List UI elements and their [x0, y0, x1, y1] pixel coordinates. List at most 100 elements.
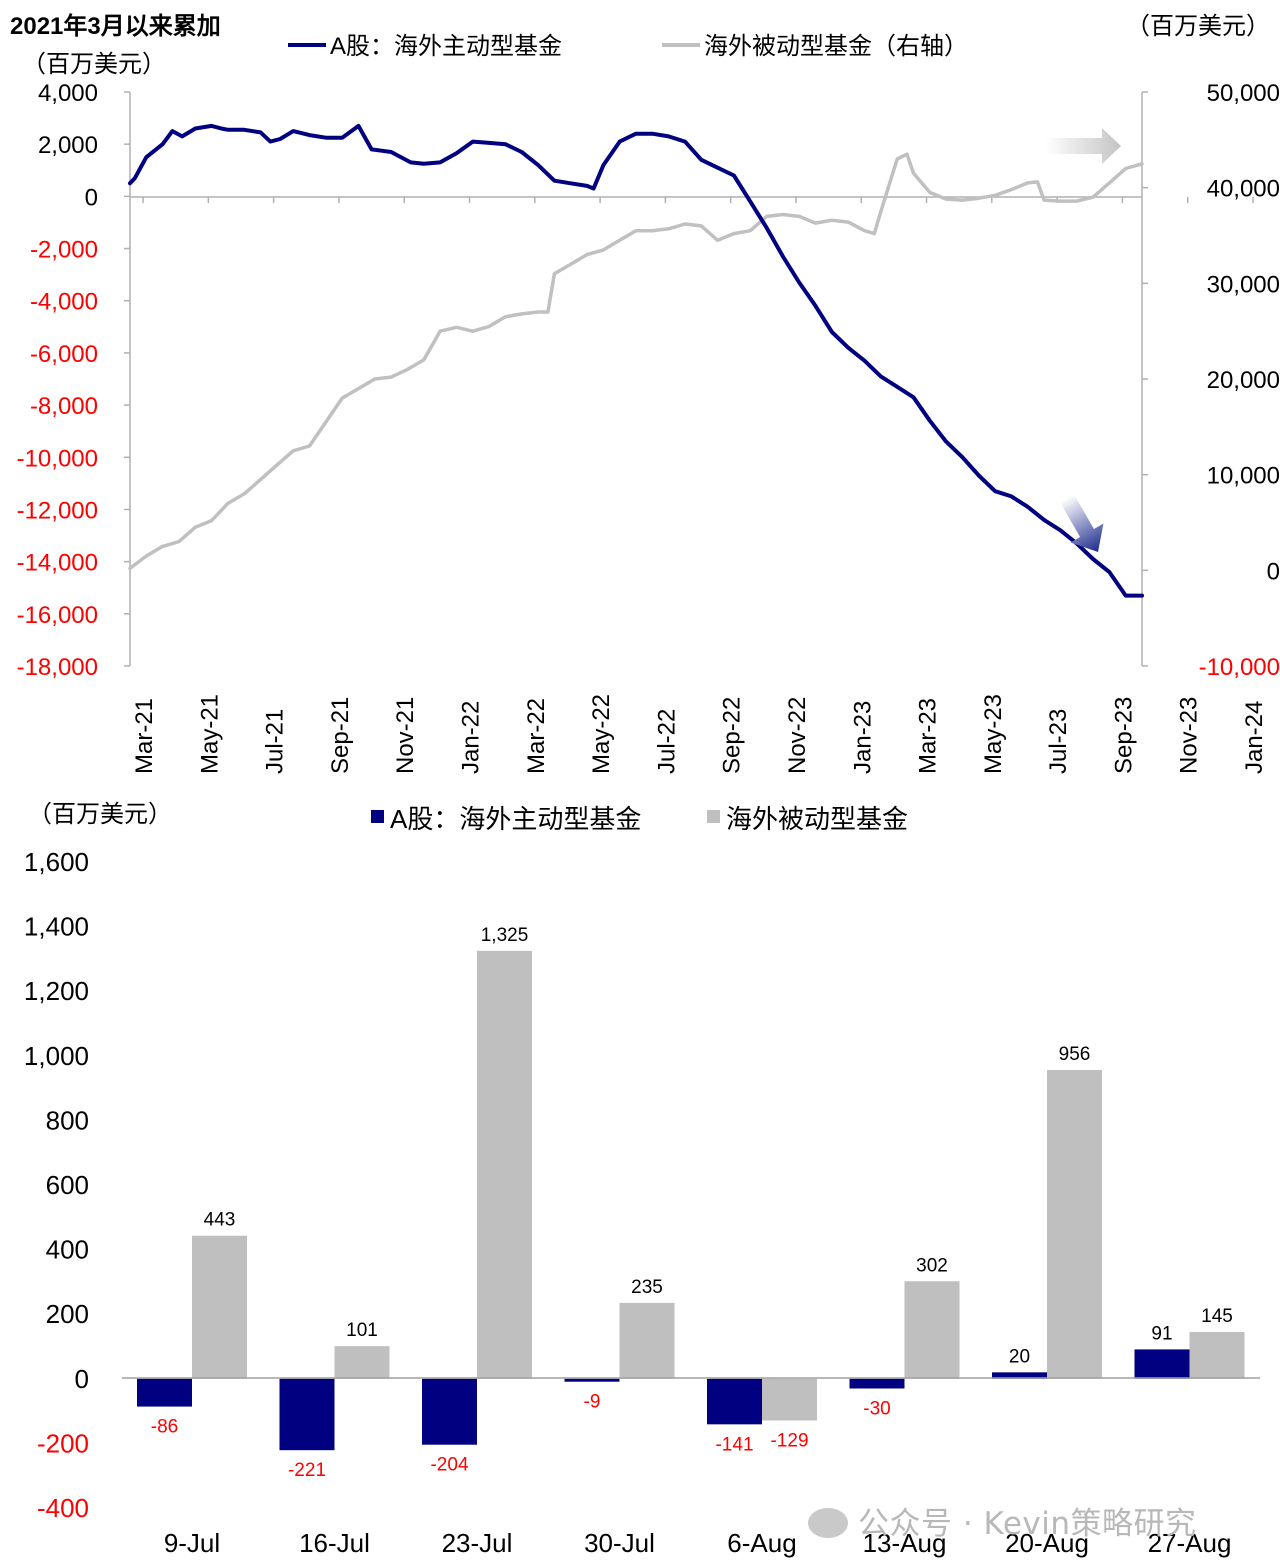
x-tick-label: Jan-24: [1241, 701, 1268, 774]
bar-legend-passive-swatch: [707, 810, 720, 823]
active-fund-bar: [992, 1372, 1047, 1379]
legend-active-label: A股：海外主动型基金: [330, 33, 562, 60]
active-fund-bar: [422, 1378, 477, 1445]
watermark: 公众号 · Kevin策略研究: [808, 1498, 1197, 1543]
left-tick-label: -18,000: [17, 654, 98, 681]
left-tick-label: -6,000: [30, 341, 98, 368]
passive-fund-line: [128, 152, 1144, 571]
active-fund-value-label: -141: [715, 1434, 753, 1455]
active-fund-bar: [707, 1378, 762, 1425]
passive-fund-bar: [477, 950, 532, 1379]
x-tick-label: Sep-21: [327, 697, 354, 774]
active-fund-bar: [279, 1378, 335, 1451]
bar-category-label: 30-Jul: [584, 1528, 655, 1558]
bar-y-tick-label: 200: [46, 1299, 89, 1329]
bar-y-tick-label: 1,200: [24, 976, 89, 1006]
x-tick-label: May-21: [196, 694, 223, 774]
active-fund-bar: [137, 1378, 192, 1407]
left-tick-label: -14,000: [17, 550, 98, 577]
bar-category-label: 9-Jul: [164, 1528, 220, 1558]
bar-y-tick-label: 600: [46, 1170, 89, 1200]
line-chart-legend: A股：海外主动型基金 海外被动型基金（右轴）: [288, 33, 968, 60]
left-tick-label: -4,000: [30, 289, 98, 316]
left-tick-label: -10,000: [17, 445, 98, 472]
trend-down-arrow: [1060, 494, 1104, 552]
active-fund-value-label: 91: [1151, 1323, 1172, 1344]
passive-fund-value-label: 235: [631, 1277, 663, 1298]
active-fund-value-label: -204: [430, 1455, 468, 1476]
active-fund-value-label: -86: [151, 1417, 178, 1438]
active-fund-bar: [849, 1378, 905, 1389]
right-tick-label: 0: [1267, 558, 1280, 585]
bar-category-label: 23-Jul: [442, 1528, 513, 1558]
right-tick-label: 30,000: [1207, 271, 1280, 298]
bar-y-tick-label: 800: [46, 1105, 89, 1135]
active-fund-value-label: 20: [1009, 1346, 1030, 1367]
passive-fund-bar: [762, 1378, 817, 1421]
right-tick-label: -10,000: [1199, 654, 1280, 681]
bar-x-axis-labels: 9-Jul 16-Jul 23-Jul 30-Jul 6-Aug 13-Aug 20-Aug…: [164, 1528, 1232, 1558]
left-tick-label: -2,000: [30, 237, 98, 264]
line-chart-title: 2021年3月以来累加: [10, 12, 221, 40]
x-tick-label: Mar-23: [915, 698, 942, 774]
x-tick-label: Jan-22: [458, 701, 485, 774]
right-axis-unit: （百万美元）: [1126, 13, 1270, 40]
x-tick-label: Jul-22: [653, 709, 680, 774]
active-fund-value-label: -221: [288, 1460, 326, 1481]
right-tick-label: 50,000: [1207, 80, 1280, 107]
left-axis-unit: （百万美元）: [22, 51, 166, 78]
active-fund-value-label: -30: [863, 1398, 890, 1419]
right-tick-label: 20,000: [1207, 367, 1280, 394]
bar-series: -86 443 -221 101 -204 1,325 -9 235 -141 -129 -30 30…: [137, 925, 1245, 1481]
x-tick-label: Nov-21: [392, 697, 419, 774]
bar-category-label: 16-Jul: [299, 1528, 370, 1558]
left-axis-ticks: 4,000 2,000 0 -2,000 -4,000 -6,000 -8,000 -10,0…: [17, 80, 130, 681]
x-tick-label: Nov-22: [784, 697, 811, 774]
bar-chart-unit: （百万美元）: [28, 801, 172, 828]
x-tick-label: Mar-22: [523, 698, 550, 774]
right-axis-ticks: 50,000 40,000 30,000 20,000 10,000 0 -10,000: [1142, 80, 1280, 681]
active-fund-bar: [1134, 1349, 1190, 1379]
passive-fund-value-label: 956: [1059, 1044, 1091, 1065]
passive-fund-bar: [904, 1281, 960, 1379]
left-tick-label: -8,000: [30, 393, 98, 420]
right-tick-label: 10,000: [1207, 463, 1280, 490]
line-series: [128, 123, 1144, 598]
x-axis-ticks: Mar-21 May-21 Jul-21 Sep-21 Nov-21 Jan-22 Mar-…: [131, 197, 1268, 774]
right-tick-label: 40,000: [1207, 176, 1280, 203]
legend-passive-label: 海外被动型基金（右轴）: [704, 33, 968, 60]
trend-up-arrow: [1045, 128, 1121, 164]
passive-fund-value-label: -129: [770, 1430, 808, 1451]
passive-fund-value-label: 101: [346, 1320, 378, 1341]
left-tick-label: 4,000: [38, 80, 98, 107]
x-tick-label: Jul-23: [1045, 709, 1072, 774]
bar-y-tick-label: -200: [37, 1428, 89, 1458]
active-fund-line: [128, 123, 1144, 598]
active-fund-bar: [564, 1378, 620, 1382]
bar-category-label: 6-Aug: [727, 1528, 796, 1558]
x-tick-label: Sep-23: [1110, 697, 1137, 774]
x-tick-label: May-22: [588, 694, 615, 774]
x-tick-label: Sep-22: [719, 697, 746, 774]
bar-y-tick-label: 0: [75, 1364, 89, 1394]
bar-y-tick-label: 1,400: [24, 912, 89, 942]
x-tick-label: May-23: [980, 694, 1007, 774]
bar-y-tick-label: -400: [37, 1493, 89, 1523]
bar-legend-passive-label: 海外被动型基金: [726, 804, 908, 834]
bar-category-label: 27-Aug: [1148, 1528, 1232, 1558]
bar-chart-legend: A股：海外主动型基金 海外被动型基金: [371, 804, 908, 834]
wechat-icon: [808, 1508, 848, 1538]
left-tick-label: 2,000: [38, 132, 98, 159]
left-tick-label: -12,000: [17, 497, 98, 524]
bar-legend-active-label: A股：海外主动型基金: [390, 804, 641, 834]
left-tick-label: -16,000: [17, 602, 98, 629]
active-fund-value-label: -9: [584, 1392, 601, 1413]
passive-fund-bar: [334, 1346, 390, 1379]
bar-y-tick-label: 400: [46, 1235, 89, 1265]
bar-category-label: 13-Aug: [863, 1528, 947, 1558]
x-tick-label: Mar-21: [131, 698, 158, 774]
left-tick-label: 0: [85, 184, 98, 211]
passive-fund-value-label: 302: [916, 1255, 948, 1276]
bar-legend-active-swatch: [371, 810, 384, 823]
